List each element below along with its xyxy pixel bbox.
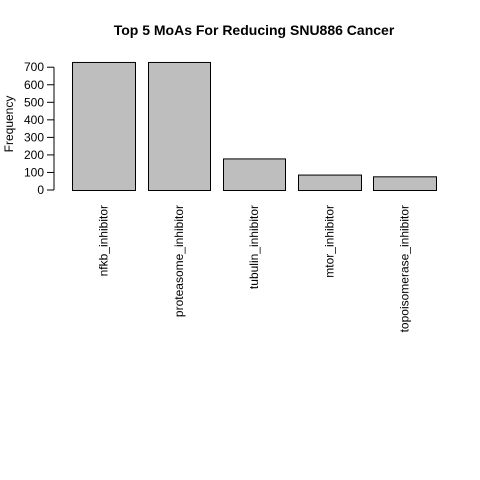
- y-axis: 0 100 200 300 400 500 600 700: [24, 60, 55, 197]
- x-category-label: proteasome_inhibitor: [172, 205, 186, 317]
- y-tick-label: 100: [24, 165, 44, 179]
- y-tick-label: 300: [24, 130, 44, 144]
- bar-tubulin-inhibitor: [223, 158, 286, 191]
- y-tick-label: 500: [24, 95, 44, 109]
- y-tick-label: 700: [24, 60, 44, 74]
- y-axis-label: Frequency: [2, 96, 16, 153]
- x-category-label: topoisomerase_inhibitor: [398, 205, 412, 332]
- x-category-label: nfkb_inhibitor: [97, 205, 111, 276]
- chart-title: Top 5 MoAs For Reducing SNU886 Cancer: [114, 22, 395, 38]
- x-category-label: tubulin_inhibitor: [247, 205, 261, 289]
- bar-topoisomerase-inhibitor: [373, 176, 437, 192]
- x-category-label: mtor_inhibitor: [323, 205, 337, 278]
- bars: [72, 61, 437, 192]
- category-labels: nfkb_inhibitor proteasome_inhibitor tubuli…: [97, 205, 412, 332]
- y-tick-label: 200: [24, 148, 44, 162]
- bar-proteasome-inhibitor: [148, 61, 211, 192]
- y-tick-label: 0: [37, 183, 44, 197]
- y-tick-label: 400: [24, 113, 44, 127]
- bar-nfkb-inhibitor: [72, 61, 136, 192]
- y-tick-label: 600: [24, 78, 44, 92]
- bar-mtor-inhibitor: [298, 174, 362, 192]
